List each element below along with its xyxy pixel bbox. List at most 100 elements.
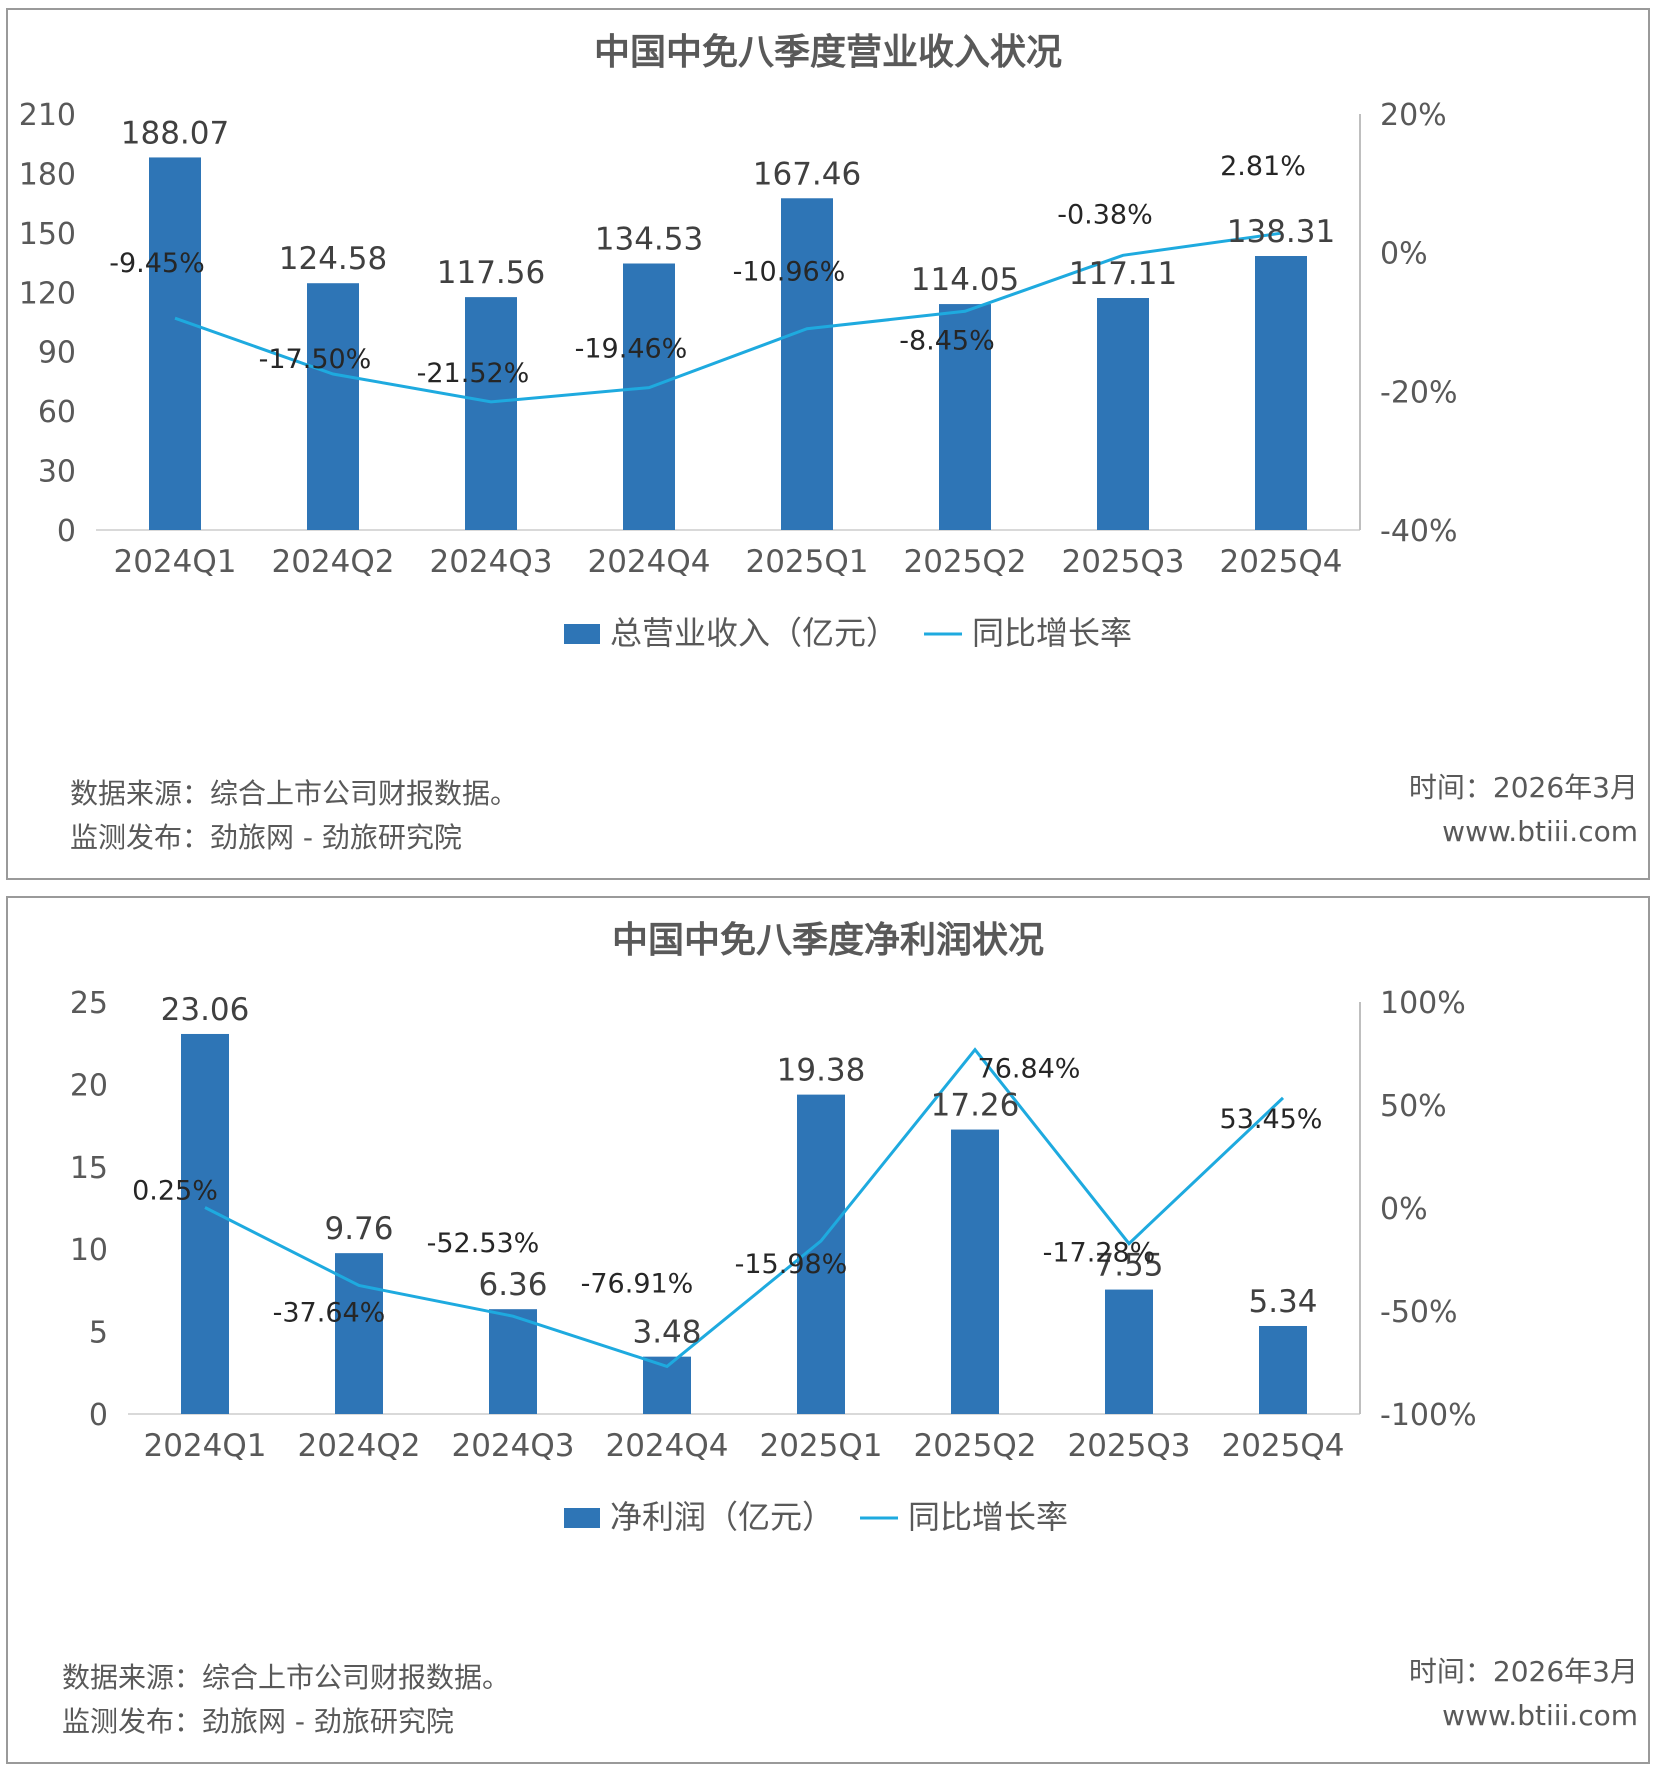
left-y-tick-label: 210 [19, 98, 76, 133]
bar-value-label: 5.34 [1248, 1284, 1317, 1320]
x-tick-label: 2025Q2 [903, 544, 1026, 580]
right-y-tick-label: -100% [1380, 1398, 1477, 1433]
left-y-tick-label: 0 [89, 1398, 108, 1433]
x-tick-label: 2024Q4 [587, 544, 710, 580]
growth-value-label: -17.28% [1043, 1238, 1156, 1269]
growth-value-label: 53.45% [1220, 1104, 1323, 1135]
growth-value-label: -19.46% [575, 334, 688, 365]
bar [1259, 1325, 1307, 1414]
bar [1255, 256, 1307, 530]
bar [939, 304, 991, 530]
right-y-tick-label: -40% [1380, 514, 1458, 549]
left-y-tick-label: 5 [89, 1316, 108, 1351]
profit-chart: 中国中免八季度净利润状况 0 5 10 15 20 25 -100% -50% 0% 50% 100%… [70, 920, 1477, 1536]
left-y-tick-label: 60 [38, 395, 76, 430]
bar-value-label: 9.76 [324, 1211, 393, 1247]
footer-publisher: 监测发布：劲旅网 - 劲旅研究院 [70, 821, 462, 854]
x-tick-label: 2025Q1 [745, 544, 868, 580]
bar [1105, 1289, 1153, 1414]
left-y-tick-label: 10 [70, 1233, 108, 1268]
footer-site: www.btiii.com [1442, 1699, 1638, 1732]
legend-bar-swatch [564, 1508, 600, 1528]
growth-value-label: -52.53% [427, 1228, 540, 1259]
bar [781, 198, 833, 530]
x-tick-label: 2025Q1 [759, 1428, 882, 1464]
growth-value-label: -17.50% [259, 344, 372, 375]
bar-value-label: 23.06 [161, 992, 250, 1028]
growth-value-label: 2.81% [1220, 151, 1306, 182]
x-tick-label: 2025Q3 [1061, 544, 1184, 580]
bar-value-label: 134.53 [595, 222, 703, 258]
bar [489, 1309, 537, 1414]
right-y-tick-label: 100% [1380, 986, 1466, 1021]
growth-value-label: -9.45% [109, 248, 205, 279]
right-y-tick-label: 20% [1380, 98, 1447, 133]
x-tick-label: 2024Q2 [271, 544, 394, 580]
growth-value-label: -8.45% [899, 325, 995, 356]
right-y-tick-label: 50% [1380, 1089, 1447, 1124]
x-tick-label: 2024Q3 [451, 1428, 574, 1464]
footer-source: 数据来源：综合上市公司财报数据。 [70, 777, 519, 810]
left-y-tick-label: 25 [70, 986, 108, 1021]
footer-source: 数据来源：综合上市公司财报数据。 [62, 1661, 511, 1694]
left-y-tick-label: 30 [38, 455, 76, 490]
right-y-tick-label: -20% [1380, 375, 1458, 410]
legend-line-label: 同比增长率 [972, 614, 1132, 652]
growth-line [204, 1047, 1285, 1369]
growth-value-label: -37.64% [273, 1298, 386, 1329]
chart-title: 中国中免八季度营业收入状况 [594, 32, 1062, 73]
left-y-tick-label: 15 [70, 1151, 108, 1186]
bar-value-label: 188.07 [121, 115, 229, 151]
bar-value-label: 7.55 [1094, 1248, 1163, 1284]
right-y-tick-label: 0% [1380, 237, 1428, 272]
profit-chart-panel: 中国中免八季度净利润状况 0 5 10 15 20 25 -100% -50% 0% 50% 100%… [6, 896, 1650, 1764]
footer-time: 时间：2026年3月 [1408, 771, 1638, 804]
legend-bar-label: 总营业收入（亿元） [610, 614, 898, 652]
left-y-tick-label: 120 [19, 276, 76, 311]
right-y-tick-label: 0% [1380, 1192, 1428, 1227]
x-tick-label: 2024Q4 [605, 1428, 728, 1464]
bar-value-label: 6.36 [478, 1267, 547, 1303]
chart-title: 中国中免八季度净利润状况 [612, 920, 1044, 961]
bar-value-label: 138.31 [1227, 214, 1335, 250]
growth-value-label: -21.52% [417, 358, 530, 389]
legend-bar-swatch [564, 624, 600, 644]
growth-value-label: -76.91% [581, 1268, 694, 1299]
growth-line [174, 231, 1282, 404]
bar [623, 263, 675, 530]
legend-bar-label: 净利润（亿元） [610, 1498, 834, 1536]
bar [951, 1129, 999, 1414]
growth-value-label: -10.96% [733, 257, 846, 288]
growth-value-label: -0.38% [1057, 199, 1153, 230]
footer-site: www.btiii.com [1442, 815, 1638, 848]
x-tick-label: 2024Q1 [113, 544, 236, 580]
left-y-tick-label: 20 [70, 1068, 108, 1103]
x-tick-label: 2025Q2 [913, 1428, 1036, 1464]
bar [307, 283, 359, 530]
x-tick-label: 2025Q4 [1219, 544, 1342, 580]
bar-value-label: 114.05 [911, 262, 1019, 298]
growth-value-label: 0.25% [132, 1175, 218, 1206]
bar-value-label: 117.11 [1069, 256, 1177, 292]
bar-value-label: 3.48 [632, 1315, 701, 1351]
left-y-tick-label: 90 [38, 336, 76, 371]
footer-time: 时间：2026年3月 [1408, 1655, 1638, 1688]
legend-line-label: 同比增长率 [908, 1498, 1068, 1536]
bar-value-label: 124.58 [279, 241, 387, 277]
revenue-chart-panel: 中国中免八季度营业收入状况 0 30 60 90 120 150 180 210 -40% -20%… [6, 8, 1650, 880]
bar [181, 1033, 229, 1414]
growth-value-label: 76.84% [978, 1054, 1081, 1085]
x-tick-label: 2024Q1 [143, 1428, 266, 1464]
growth-value-label: -15.98% [735, 1249, 848, 1280]
right-y-tick-label: -50% [1380, 1295, 1458, 1330]
bar-value-label: 17.26 [931, 1088, 1020, 1124]
bar [149, 157, 201, 530]
left-y-tick-label: 0 [57, 514, 76, 549]
x-tick-label: 2024Q2 [297, 1428, 420, 1464]
bar [465, 297, 517, 530]
left-y-tick-label: 180 [19, 157, 76, 192]
footer-publisher: 监测发布：劲旅网 - 劲旅研究院 [62, 1705, 454, 1738]
bar [1097, 298, 1149, 530]
revenue-chart: 中国中免八季度营业收入状况 0 30 60 90 120 150 180 210 -40% -20%… [19, 32, 1458, 652]
left-y-tick-label: 150 [19, 217, 76, 252]
